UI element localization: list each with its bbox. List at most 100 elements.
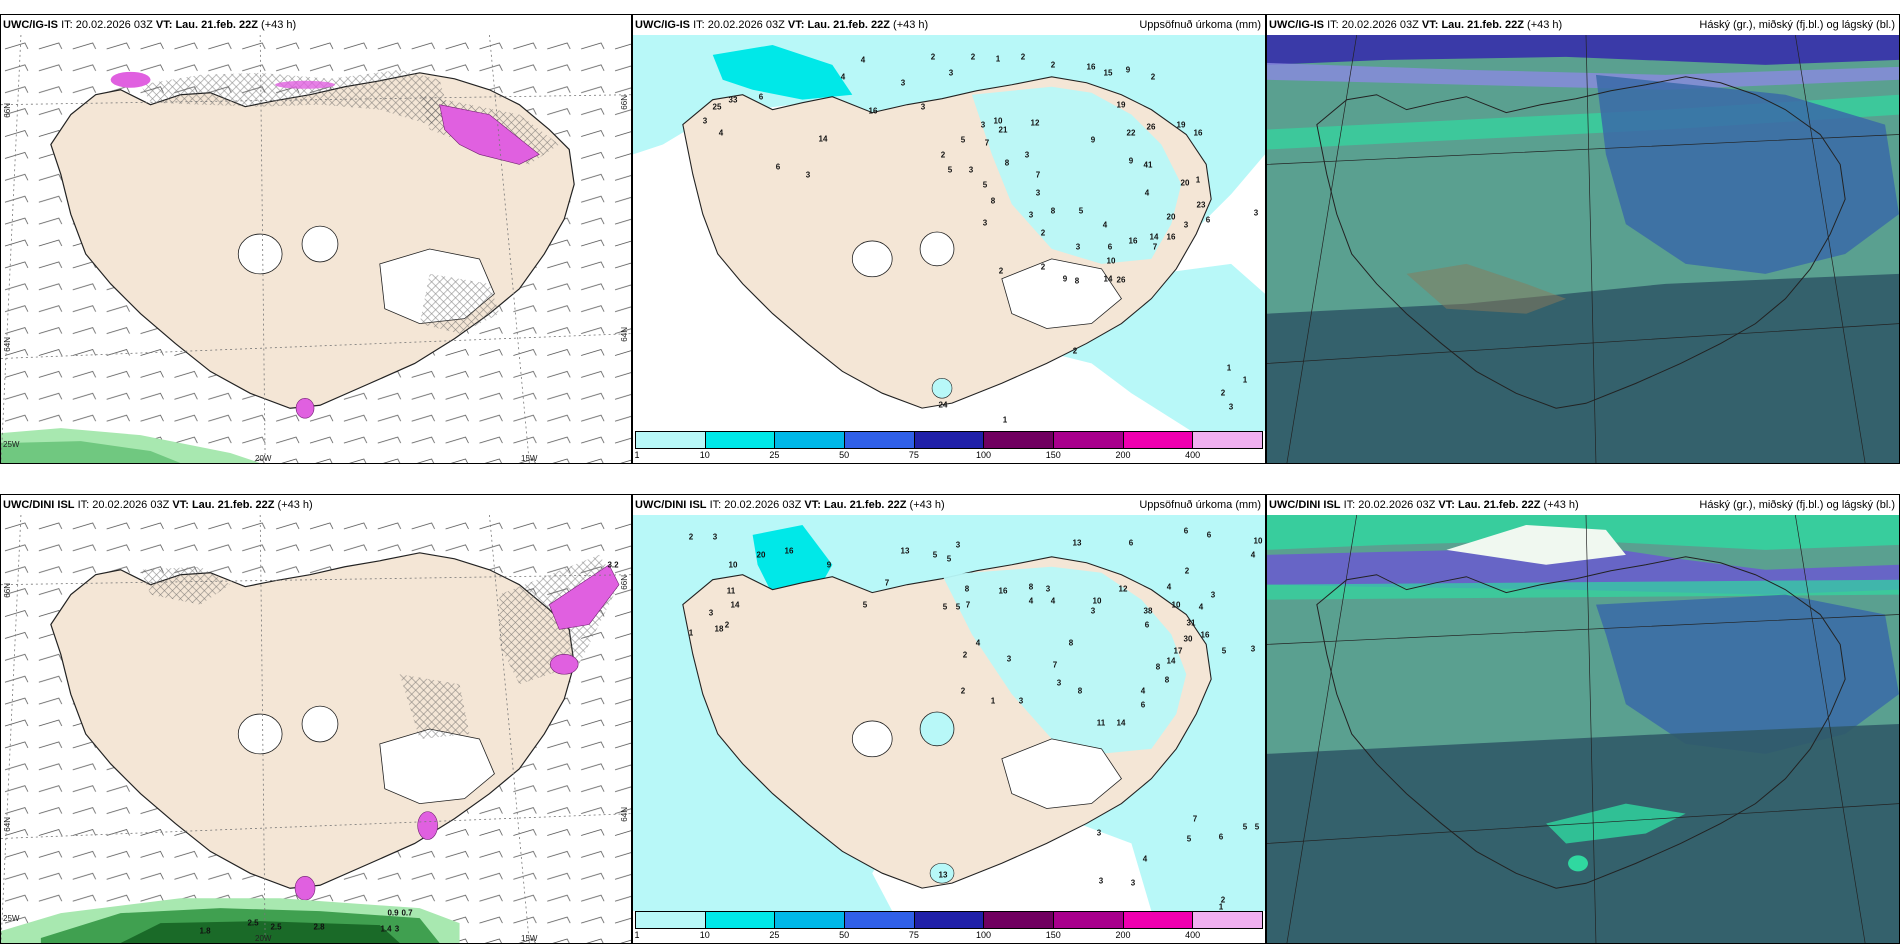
precip-value: 2: [1040, 228, 1046, 238]
precip-value: 2: [940, 150, 946, 160]
colorbar-label: 400: [1185, 930, 1201, 940]
precip-value: 5: [1078, 206, 1084, 216]
vt-label: VT:: [1421, 19, 1439, 31]
colorbar-label: 10: [699, 450, 710, 460]
vt-label: VT:: [1438, 499, 1455, 511]
lon-label-20w: 20W: [255, 454, 272, 463]
precip-value: 2: [1020, 52, 1026, 62]
precip-value: 3: [900, 78, 906, 88]
precip-value: 30: [1183, 634, 1193, 644]
it-value: 20.02.2026 03Z: [1341, 19, 1419, 31]
map-wind-precip[interactable]: [1, 35, 631, 463]
precip-value: 15: [1103, 68, 1113, 78]
map-wind-precip[interactable]: [1, 515, 631, 943]
precip-value: 0.9: [387, 908, 399, 918]
precip-value: 3: [1090, 606, 1096, 616]
precip-value: 38: [1143, 606, 1153, 616]
precip-value: 9: [826, 560, 832, 570]
precip-value: 4: [1198, 602, 1204, 612]
colorbar-swatch: [914, 912, 985, 928]
precip-value: 3: [805, 170, 811, 180]
precip-value: 10: [1171, 600, 1181, 610]
colorbar-swatch: [1123, 912, 1194, 928]
map-cloud-cover[interactable]: [1267, 515, 1899, 943]
precip-value: 17: [1173, 646, 1183, 656]
precip-value: 3: [982, 218, 988, 228]
precip-value: 3: [1098, 876, 1104, 886]
panel-top-right: UWC/IG-IS IT: 20.02.2026 03Z VT: Lau. 21…: [1266, 14, 1900, 464]
vt-label: VT:: [787, 19, 805, 31]
vt-label: VT:: [804, 499, 821, 511]
precip-value: 3: [948, 68, 954, 78]
precip-value: 2: [1050, 60, 1056, 70]
precip-value: 2: [962, 650, 968, 660]
precip-value: 1.4: [380, 924, 392, 934]
precip-value: 9: [1090, 135, 1096, 145]
precip-value: 3: [712, 532, 718, 542]
precip-value: 2: [960, 686, 966, 696]
colorbar-swatch: [1054, 912, 1124, 928]
lat-label-64-right: 64N: [620, 327, 629, 342]
precip-value: 4: [840, 72, 846, 82]
it-value: 20.02.2026 03Z: [1358, 499, 1436, 511]
precip-value: 41: [1143, 160, 1153, 170]
precip-value: 2: [998, 266, 1004, 276]
precip-value: 4: [975, 638, 981, 648]
precip-value: 5: [1242, 822, 1248, 832]
precip-value: 2: [724, 620, 730, 630]
precip-value: 13: [900, 546, 910, 556]
panel-bottom-right: UWC/DINI ISL IT: 20.02.2026 03Z VT: Lau.…: [1266, 494, 1900, 944]
precip-value: 7: [1152, 242, 1158, 252]
panel-header: UWC/IG-IS IT: 20.02.2026 03Z VT: Lau. 21…: [1267, 15, 1899, 35]
panel-bottom-middle: UWC/DINI ISL IT: 20.02.2026 03Z VT: Lau.…: [632, 494, 1266, 944]
precip-value: 3: [1035, 188, 1041, 198]
precip-value: 3: [1056, 678, 1062, 688]
precip-value: 11: [1096, 718, 1106, 728]
map-accumulated-precip[interactable]: [633, 515, 1265, 911]
map-accumulated-precip[interactable]: [633, 35, 1265, 431]
precip-value: 2: [688, 532, 694, 542]
it-value: 20.02.2026 03Z: [707, 19, 785, 31]
precip-value: 5: [960, 135, 966, 145]
precip-value: 6: [1140, 700, 1146, 710]
precip-value: 4: [1028, 596, 1034, 606]
precip-value: 8: [964, 584, 970, 594]
model-name: UWC/DINI ISL: [3, 499, 75, 511]
precip-value: 20: [1166, 212, 1176, 222]
precip-value: 3: [1018, 696, 1024, 706]
panel-header: UWC/IG-IS IT: 20.02.2026 03Z VT: Lau. 21…: [633, 15, 1265, 35]
precip-value: 16: [1086, 62, 1096, 72]
precip-value: 25: [712, 102, 722, 112]
precip-value: 6: [1107, 242, 1113, 252]
precip-value: 6: [1128, 538, 1134, 548]
precip-value: 20: [1180, 178, 1190, 188]
precip-value: 16: [998, 586, 1008, 596]
colorbar-label: 50: [839, 450, 850, 460]
vt-label: VT:: [172, 499, 189, 511]
precip-value: 19: [1116, 100, 1126, 110]
colorbar-swatch: [705, 912, 776, 928]
precip-value: 4: [1144, 188, 1150, 198]
colorbar-label: 25: [769, 930, 780, 940]
colorbar-label: 100: [976, 450, 992, 460]
colorbar-label: 50: [839, 930, 850, 940]
colorbar-swatch: [1054, 432, 1124, 448]
panel-title: Háský (gr.), miðský (fj.bl.) og lágský (…: [1699, 19, 1895, 31]
lat-label-64: 64N: [3, 337, 12, 352]
precip-value: 14: [1166, 656, 1176, 666]
precip-value: 3: [920, 102, 926, 112]
vt-value: Lau. 21.feb. 22Z: [1441, 19, 1524, 31]
precip-value: 3: [1096, 828, 1102, 838]
iceland-outline: [1316, 76, 1846, 409]
model-name: UWC/IG-IS: [635, 19, 690, 31]
precip-value: 14: [730, 600, 740, 610]
vt-value: Lau. 21.feb. 22Z: [1457, 499, 1541, 511]
precip-value: 4: [1050, 596, 1056, 606]
map-cloud-cover[interactable]: [1267, 35, 1899, 463]
model-name: UWC/DINI ISL: [635, 499, 707, 511]
precip-value: 8: [1164, 675, 1170, 685]
precip-value: 8: [1050, 206, 1056, 216]
precip-value: 2: [1040, 262, 1046, 272]
precip-value: 26: [1146, 122, 1156, 132]
it-label: IT:: [1343, 499, 1356, 511]
